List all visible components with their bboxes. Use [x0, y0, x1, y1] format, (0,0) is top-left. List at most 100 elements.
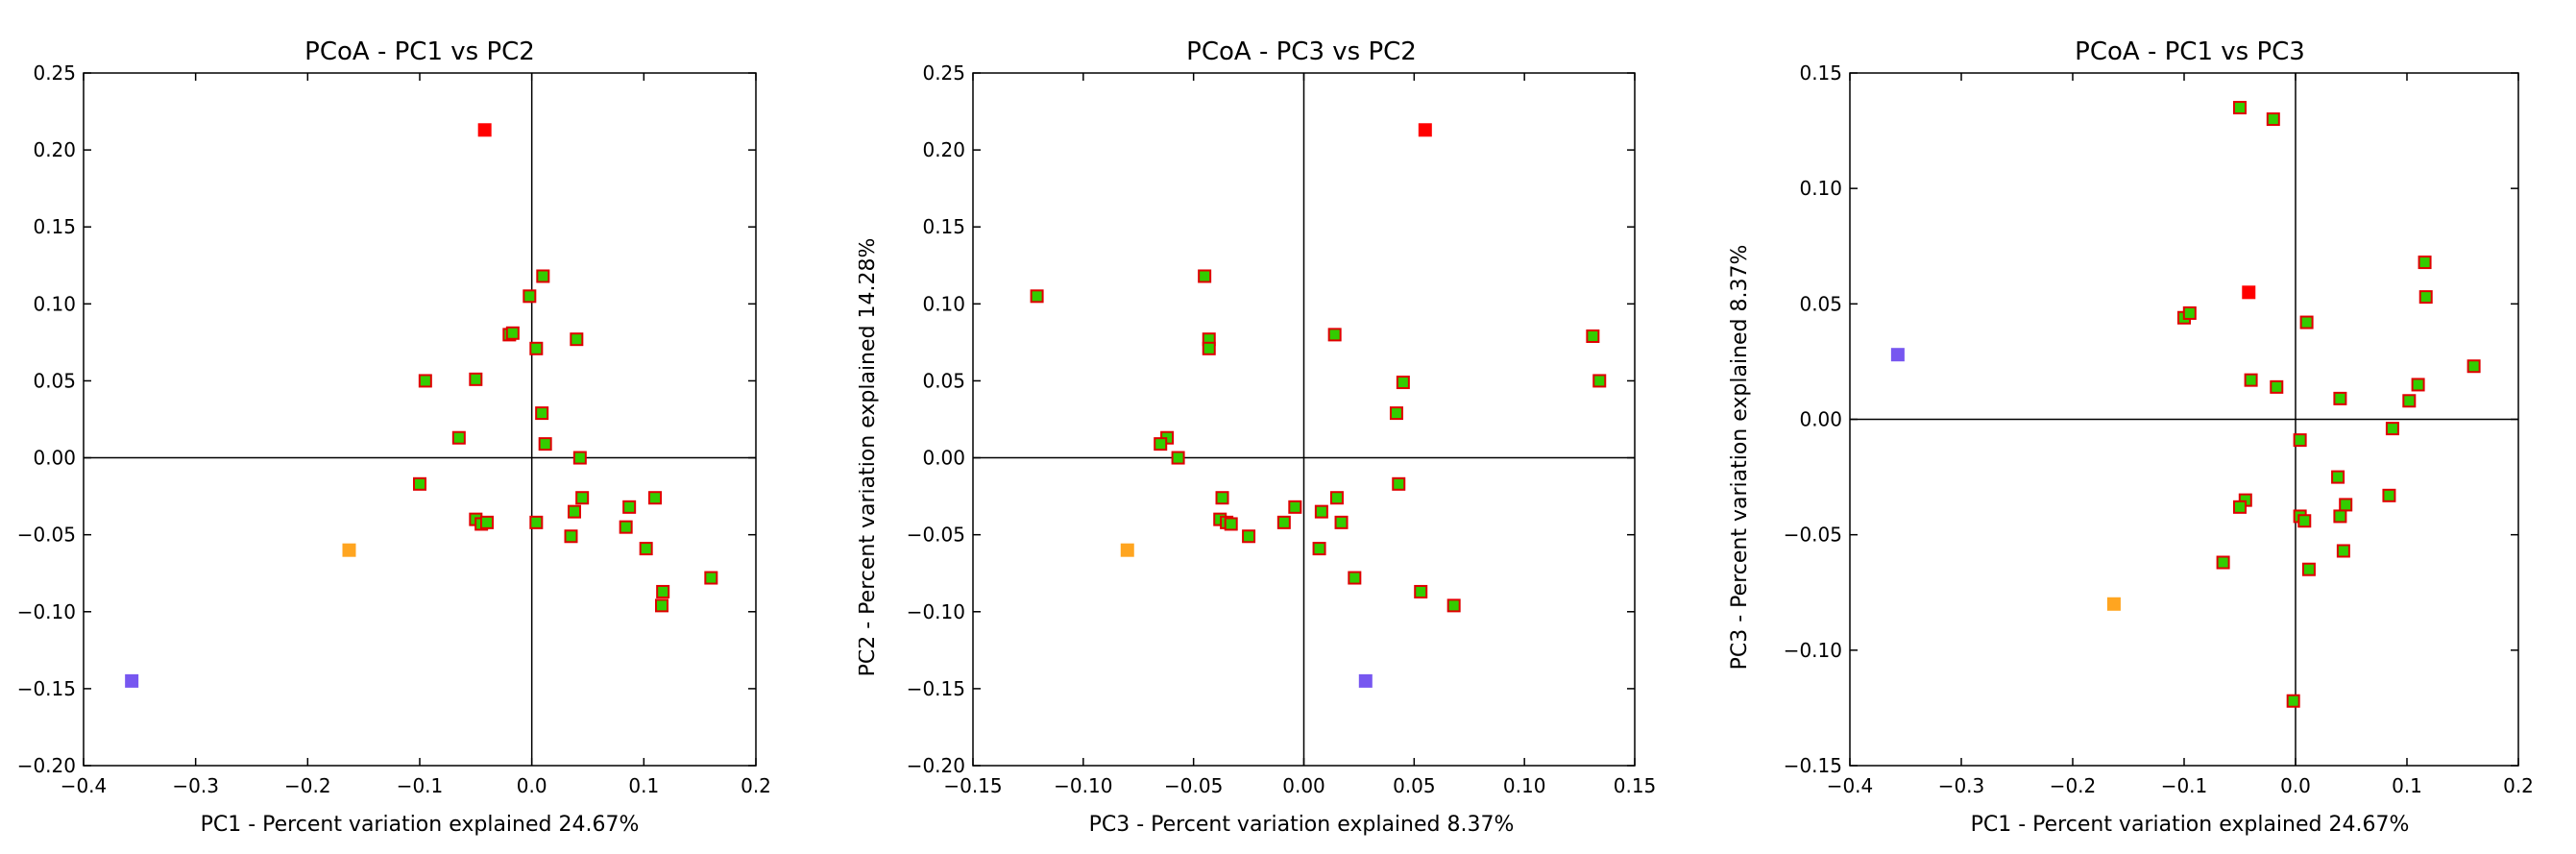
chart-title: PCoA - PC1 vs PC2: [304, 37, 535, 66]
scatter-chart-pc1-vs-pc2: PCoA - PC1 vs PC2 PC1 - Percent variatio…: [17, 37, 771, 837]
scatter-chart-pc3-vs-pc2: PCoA - PC3 vs PC2 PC3 - Percent variatio…: [856, 37, 1656, 837]
x-tick-label: −0.3: [172, 774, 219, 797]
data-point-green: [648, 491, 662, 505]
data-point-green: [529, 341, 544, 355]
data-point-green: [2293, 433, 2307, 448]
x-tick-label: 0.0: [2280, 774, 2311, 797]
data-point-green: [1334, 515, 1349, 529]
data-point-green: [2467, 359, 2481, 374]
y-tick-label: 0.10: [922, 292, 965, 315]
data-point-green: [522, 289, 537, 304]
y-tick-label: −0.10: [907, 600, 965, 623]
x-tick-label: −0.3: [1938, 774, 1985, 797]
x-tick-label: 0.00: [1282, 774, 1325, 797]
y-tick-label: −0.15: [907, 677, 965, 700]
data-point-red: [1418, 123, 1432, 137]
data-point-green: [1171, 451, 1185, 465]
x-tick-label: −0.10: [1054, 774, 1112, 797]
x-tick-label: −0.1: [397, 774, 444, 797]
data-point-green: [1586, 329, 1600, 343]
y-tick-label: 0.05: [33, 369, 76, 392]
data-point-orange: [1120, 543, 1134, 557]
x-tick-label: 0.05: [1393, 774, 1436, 797]
scatter-chart-pc1-vs-pc3: PCoA - PC1 vs PC3 PC1 - Percent variatio…: [1728, 37, 2534, 837]
chart-panel-pc1-vs-pc2: PCoA - PC1 vs PC2 PC1 - Percent variatio…: [0, 0, 859, 849]
data-point-green: [413, 476, 426, 491]
data-point-green: [2266, 112, 2280, 127]
data-point-green: [1446, 598, 1461, 613]
data-point-green: [1154, 437, 1168, 451]
data-point-green: [572, 451, 587, 465]
x-tick-label: −0.4: [1827, 774, 1874, 797]
chart-title: PCoA - PC3 vs PC2: [1186, 37, 1417, 66]
data-point-green: [1329, 491, 1344, 505]
data-point-purple: [1890, 348, 1905, 362]
x-tick-label: −0.2: [284, 774, 331, 797]
data-point-green: [619, 520, 633, 534]
data-point-green: [1327, 328, 1342, 342]
data-point-green: [1215, 491, 1229, 505]
chart-panel-pc3-vs-pc2: PCoA - PC3 vs PC2 PC3 - Percent variatio…: [856, 0, 1717, 849]
x-tick-label: −0.4: [61, 774, 108, 797]
data-point-green: [2418, 290, 2433, 305]
data-point-green: [2244, 373, 2258, 387]
data-point-green: [2182, 305, 2197, 320]
y-tick-label: 0.20: [922, 138, 965, 161]
y-tick-label: −0.05: [17, 524, 76, 547]
data-point-green: [1392, 476, 1406, 491]
data-point-green: [2411, 378, 2425, 392]
data-point-green: [2270, 379, 2284, 394]
data-point-green: [1314, 504, 1328, 519]
data-point-green: [639, 542, 653, 556]
y-tick-label: 0.00: [33, 447, 76, 470]
data-point-green: [2331, 470, 2345, 484]
y-axis-label: PC3 - Percent variation explained 8.37%: [1728, 245, 1752, 671]
data-point-green: [1202, 341, 1216, 355]
y-tick-label: 0.10: [33, 292, 76, 315]
data-point-green: [564, 529, 578, 544]
data-point-green: [2336, 544, 2350, 558]
data-point-green: [1276, 515, 1291, 529]
data-point-purple: [125, 673, 139, 688]
data-point-green: [480, 515, 494, 529]
x-tick-label: −0.2: [2050, 774, 2097, 797]
y-tick-label: −0.10: [1784, 639, 1842, 662]
data-point-green: [505, 326, 520, 340]
x-tick-label: 0.1: [2392, 774, 2422, 797]
data-point-green: [1224, 517, 1238, 531]
data-point-green: [451, 430, 466, 445]
chart-title: PCoA - PC1 vs PC3: [2075, 37, 2305, 66]
y-tick-label: −0.20: [17, 754, 76, 777]
data-point-green: [1312, 542, 1326, 556]
data-point-green: [575, 491, 590, 505]
x-tick-label: −0.05: [1164, 774, 1223, 797]
data-point-green: [1348, 571, 1362, 585]
data-point-green: [568, 504, 581, 519]
y-tick-label: 0.25: [33, 61, 76, 85]
chart-panel-pc1-vs-pc3: PCoA - PC1 vs PC3 PC1 - Percent variatio…: [1717, 0, 2576, 849]
y-tick-label: 0.05: [922, 369, 965, 392]
data-point-green: [1389, 406, 1403, 421]
data-point-green: [1414, 584, 1428, 598]
data-point-green: [2297, 514, 2312, 528]
y-tick-label: 0.05: [1799, 292, 1842, 315]
x-tick-label: −0.1: [2161, 774, 2208, 797]
data-point-green: [570, 332, 584, 347]
data-point-orange: [342, 543, 356, 557]
data-point-green: [1030, 289, 1044, 304]
data-point-green: [2333, 509, 2347, 524]
y-tick-label: −0.05: [1784, 524, 1842, 547]
y-tick-label: 0.15: [922, 215, 965, 238]
data-point-green: [1198, 269, 1212, 283]
x-tick-label: 0.2: [741, 774, 771, 797]
plot-frame: [83, 72, 757, 767]
data-point-green: [1288, 500, 1302, 514]
data-point-green: [2418, 256, 2432, 270]
x-tick-label: −0.15: [943, 774, 1002, 797]
data-point-green: [2286, 694, 2300, 708]
y-tick-label: 0.00: [922, 447, 965, 470]
x-tick-label: 0.10: [1503, 774, 1546, 797]
y-tick-label: −0.15: [17, 677, 76, 700]
y-tick-label: −0.10: [17, 600, 76, 623]
data-point-orange: [2106, 597, 2121, 611]
